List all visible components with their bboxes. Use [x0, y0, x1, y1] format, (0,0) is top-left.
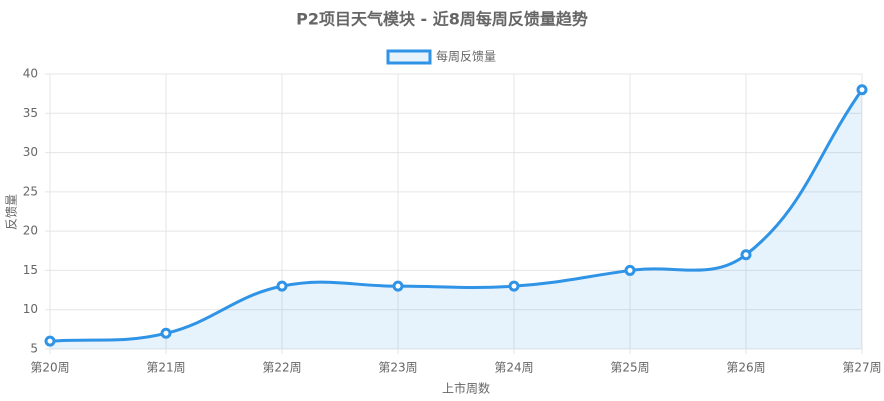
x-tick-label: 第23周: [378, 361, 417, 375]
point: [508, 280, 520, 292]
y-tick-label: 40: [23, 67, 38, 81]
x-axis-title: 上市周数: [442, 381, 490, 396]
legend-swatch: [386, 49, 432, 65]
point: [44, 335, 56, 347]
x-tick-label: 第20周: [30, 361, 69, 375]
y-tick-label: 25: [23, 184, 38, 198]
y-tick-label: 20: [23, 224, 38, 238]
point: [740, 249, 752, 261]
y-tick-label: 5: [30, 342, 38, 356]
y-tick-label: 30: [23, 145, 38, 159]
x-tick-label: 第25周: [610, 361, 649, 375]
y-axis-title: 反馈量: [5, 194, 19, 230]
x-tick-label: 第26周: [726, 361, 765, 375]
point: [624, 264, 636, 276]
x-tick-label: 第22周: [262, 361, 301, 375]
point: [160, 327, 172, 339]
chart-title: P2项目天气模块 - 近8周每周反馈量趋势: [296, 10, 588, 29]
y-tick-label: 35: [23, 106, 38, 120]
x-tick-label: 第24周: [494, 361, 533, 375]
y-tick-label: 15: [23, 263, 38, 277]
legend-label: 每周反馈量: [436, 49, 496, 64]
point: [276, 280, 288, 292]
y-tick-label: 10: [23, 302, 38, 316]
point: [392, 280, 404, 292]
point: [856, 84, 868, 96]
area: [50, 89, 862, 349]
x-tick-label: 第27周: [842, 361, 881, 375]
x-tick-label: 第21周: [146, 361, 185, 375]
